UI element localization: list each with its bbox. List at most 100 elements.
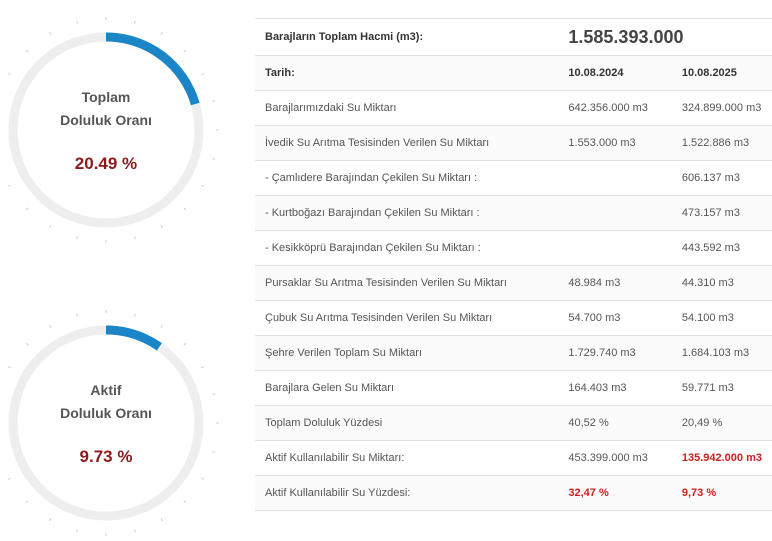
gauge-tick xyxy=(212,100,216,103)
row-label: Pursaklar Su Arıtma Tesisinden Verilen S… xyxy=(255,265,559,301)
row-label: - Kesikköprü Barajından Çekilen Su Mikta… xyxy=(255,230,559,266)
gauge-tick xyxy=(183,207,187,211)
row-value-2024: 642.356.000 m3 xyxy=(558,90,672,126)
row-value-2024: 453.399.000 m3 xyxy=(558,440,672,476)
gauge-tick xyxy=(133,313,136,317)
row-value-2024: 54.700 m3 xyxy=(558,300,672,336)
row-value-2025: 1.684.103 m3 xyxy=(671,335,772,371)
row-value-2024: 40,52 % xyxy=(558,405,672,441)
row-value-2025: 54.100 m3 xyxy=(671,300,772,336)
row-value-2024: 32,47 % xyxy=(558,475,672,511)
table-row: Şehre Verilen Toplam Su Miktarı 1.729.74… xyxy=(255,335,772,371)
table-row: Aktif Kullanılabilir Su Yüzdesi: 32,47 %… xyxy=(255,475,772,511)
row-value-2024: 1.553.000 m3 xyxy=(558,125,672,161)
gauge-tick xyxy=(212,157,216,160)
dam-statistics-table: Barajların Toplam Hacmi (m3): 1.585.393.… xyxy=(255,18,772,511)
row-value-2025: 324.899.000 m3 xyxy=(671,90,772,126)
row-label: Aktif Kullanılabilir Su Yüzdesi: xyxy=(255,475,559,511)
gauge-tick xyxy=(183,342,187,346)
row-label: Barajlarımızdaki Su Miktarı xyxy=(255,90,559,126)
row-value-2024: 1.729.740 m3 xyxy=(558,335,672,371)
gauge-tick xyxy=(212,393,216,396)
row-value-2025: 9,73 % xyxy=(671,475,772,511)
gauge-tick xyxy=(76,236,79,240)
table-row: - Kurtboğazı Barajından Çekilen Su Mikta… xyxy=(255,195,772,231)
table-row: Pursaklar Su Arıtma Tesisinden Verilen S… xyxy=(255,265,772,301)
row-label: Barajlara Gelen Su Miktarı xyxy=(255,370,559,406)
total-volume-value: 1.585.393.000 xyxy=(558,18,772,56)
gauge-tick xyxy=(201,477,205,480)
row-value-2025: 135.942.000 m3 xyxy=(671,440,772,476)
gauge-tick xyxy=(212,450,216,453)
gauge-tick xyxy=(25,500,29,504)
gauge-tick xyxy=(49,31,52,35)
gauge-tick xyxy=(7,477,11,480)
row-label: Aktif Kullanılabilir Su Miktarı: xyxy=(255,440,559,476)
row-label: - Kurtboğazı Barajından Çekilen Su Mikta… xyxy=(255,195,559,231)
row-value-2025: 606.137 m3 xyxy=(671,160,772,196)
table-row: Aktif Kullanılabilir Su Miktarı: 453.399… xyxy=(255,440,772,476)
date-header-2024: 10.08.2024 xyxy=(558,55,672,91)
gauge-tick xyxy=(201,73,205,76)
gauge-tick xyxy=(25,49,29,53)
gauge-tick xyxy=(201,366,205,369)
gauge-tick xyxy=(160,518,163,522)
gauge-tick xyxy=(183,49,187,53)
gauge-fill-arc xyxy=(105,325,162,351)
gauge-tick xyxy=(201,184,205,187)
total-fill-gauge-ring xyxy=(7,17,219,243)
gauge-tick xyxy=(7,73,11,76)
gauge-tick xyxy=(7,366,11,369)
row-value-2025: 44.310 m3 xyxy=(671,265,772,301)
row-value-2025: 473.157 m3 xyxy=(671,195,772,231)
gauge-label: Toplam Doluluk Oranı xyxy=(60,89,152,128)
table-row: - Çamlıdere Barajından Çekilen Su Miktar… xyxy=(255,160,772,196)
table-row: Barajlarımızdaki Su Miktarı 642.356.000 … xyxy=(255,90,772,126)
row-value-2024 xyxy=(558,160,672,196)
gauge-tick xyxy=(160,225,163,229)
gauge-tick xyxy=(7,184,11,187)
row-label: Şehre Verilen Toplam Su Miktarı xyxy=(255,335,559,371)
date-header-label: Tarih: xyxy=(255,55,559,91)
row-label: İvedik Su Arıtma Tesisinden Verilen Su M… xyxy=(255,125,559,161)
gauge-tick xyxy=(25,207,29,211)
gauge-value: 9.73 % xyxy=(79,447,133,466)
row-value-2024: 164.403 m3 xyxy=(558,370,672,406)
row-value-2025: 1.522.886 m3 xyxy=(671,125,772,161)
gauge-tick xyxy=(160,31,163,35)
row-value-2024 xyxy=(558,230,672,266)
row-label: Toplam Doluluk Yüzdesi xyxy=(255,405,559,441)
gauge-tick xyxy=(160,324,163,328)
gauge-tick xyxy=(133,236,136,240)
gauge-label: Aktif Doluluk Oranı xyxy=(60,382,152,421)
table-row: - Kesikköprü Barajından Çekilen Su Mikta… xyxy=(255,230,772,266)
row-value-2025: 59.771 m3 xyxy=(671,370,772,406)
gauge-tick xyxy=(76,20,79,24)
gauge-tick xyxy=(49,518,52,522)
row-value-2025: 443.592 m3 xyxy=(671,230,772,266)
gauge-tick xyxy=(25,342,29,346)
row-value-2024: 48.984 m3 xyxy=(558,265,672,301)
gauge-ticks xyxy=(7,17,219,243)
active-fill-gauge: Aktif Doluluk Oranı 9.73 % xyxy=(0,305,224,541)
table-row: Barajlara Gelen Su Miktarı 164.403 m3 59… xyxy=(255,370,772,406)
row-label: Çubuk Su Arıtma Tesisinden Verilen Su Mi… xyxy=(255,300,559,336)
gauge-tick xyxy=(49,225,52,229)
gauge-tick xyxy=(49,324,52,328)
gauge-tick xyxy=(133,20,136,24)
gauge-value: 20.49 % xyxy=(74,154,138,173)
gauge-tick xyxy=(76,313,79,317)
row-label: - Çamlıdere Barajından Çekilen Su Miktar… xyxy=(255,160,559,196)
gauge-ticks xyxy=(7,310,219,536)
total-volume-row: Barajların Toplam Hacmi (m3): 1.585.393.… xyxy=(255,18,772,56)
table-row: Toplam Doluluk Yüzdesi 40,52 % 20,49 % xyxy=(255,405,772,441)
table-row: Çubuk Su Arıtma Tesisinden Verilen Su Mi… xyxy=(255,300,772,336)
total-fill-gauge: Toplam Doluluk Oranı 20.49 % xyxy=(0,12,224,248)
date-header-2025: 10.08.2025 xyxy=(671,55,772,91)
gauge-tick xyxy=(183,500,187,504)
row-value-2024 xyxy=(558,195,672,231)
table-row: İvedik Su Arıtma Tesisinden Verilen Su M… xyxy=(255,125,772,161)
row-value-2025: 20,49 % xyxy=(671,405,772,441)
total-volume-label: Barajların Toplam Hacmi (m3): xyxy=(255,18,559,56)
active-fill-gauge-ring xyxy=(7,310,219,536)
